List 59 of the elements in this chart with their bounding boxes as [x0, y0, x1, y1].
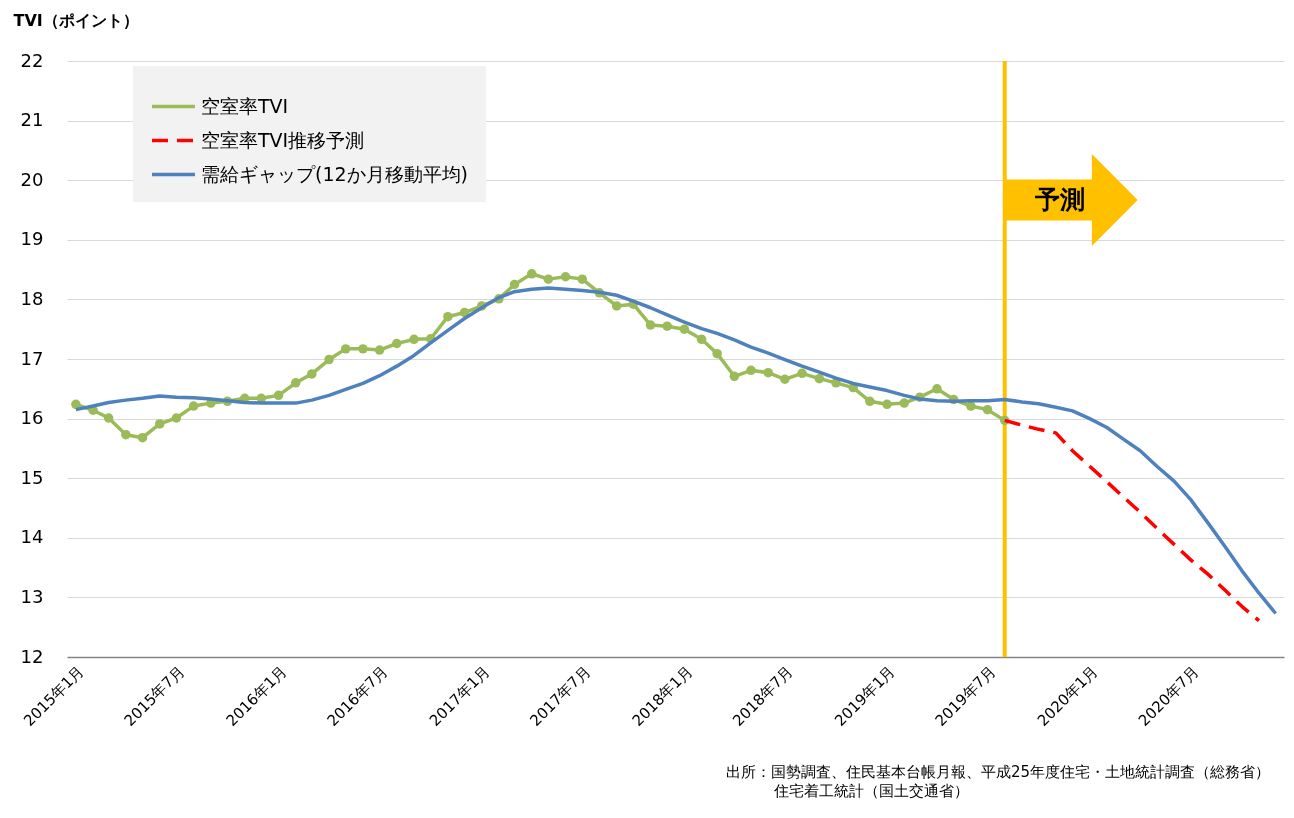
- point: [121, 429, 131, 440]
- point: [543, 274, 554, 284]
- point: [865, 396, 875, 407]
- point: [763, 367, 773, 378]
- point: [71, 399, 81, 410]
- y-tick-label: 12: [20, 645, 44, 667]
- point: [729, 371, 740, 382]
- point: [982, 404, 993, 415]
- point: [409, 334, 419, 345]
- y-tick-label: 14: [20, 526, 44, 548]
- legend-label: 需給ギャップ(12か月移動平均): [201, 162, 469, 185]
- point: [932, 384, 942, 394]
- point: [797, 368, 807, 379]
- legend-label: 空室率TVI: [201, 94, 289, 117]
- point: [137, 432, 148, 443]
- point: [526, 269, 537, 279]
- point: [560, 272, 571, 282]
- y-tick-label: 18: [20, 287, 44, 309]
- text: 住宅着工統計（国土交通省）: [773, 782, 969, 800]
- point: [611, 301, 622, 311]
- point: [154, 419, 165, 429]
- point: [882, 399, 892, 410]
- point: [291, 378, 301, 388]
- point: [679, 324, 690, 334]
- y-axis-title: TVI（ポイント）: [13, 10, 139, 30]
- point: [814, 373, 825, 384]
- point: [324, 354, 334, 365]
- point: [577, 274, 587, 284]
- y-tick-label: 17: [20, 347, 44, 369]
- y-tick-label: 13: [20, 585, 44, 607]
- point: [899, 398, 909, 408]
- y-tick-label: 19: [20, 228, 44, 250]
- point: [340, 344, 351, 354]
- point: [307, 369, 317, 379]
- point: [188, 401, 199, 411]
- point: [662, 321, 672, 331]
- point: [966, 401, 976, 411]
- point: [358, 344, 368, 354]
- ref-line-label: 予測: [1033, 185, 1085, 214]
- legend-label: 空室率TVI推移予測: [201, 128, 365, 151]
- point: [171, 413, 182, 423]
- point: [392, 338, 402, 349]
- y-tick-label: 20: [20, 168, 44, 190]
- y-tick-label: 22: [20, 49, 44, 71]
- point: [696, 334, 707, 345]
- point: [746, 365, 756, 376]
- point: [443, 311, 453, 322]
- point: [459, 307, 470, 318]
- text: 出所：国勢調査、住民基本台帳月報、平成25年度住宅・土地統計調査（総務省）: [726, 763, 1271, 781]
- y-tick-label: 15: [20, 466, 44, 488]
- point: [103, 413, 114, 423]
- point: [645, 320, 656, 330]
- point: [509, 279, 520, 290]
- point: [712, 348, 722, 359]
- y-tick-label: 21: [20, 109, 44, 131]
- point: [374, 345, 385, 355]
- point: [780, 374, 790, 384]
- y-tick-label: 16: [20, 407, 44, 429]
- point: [273, 390, 284, 401]
